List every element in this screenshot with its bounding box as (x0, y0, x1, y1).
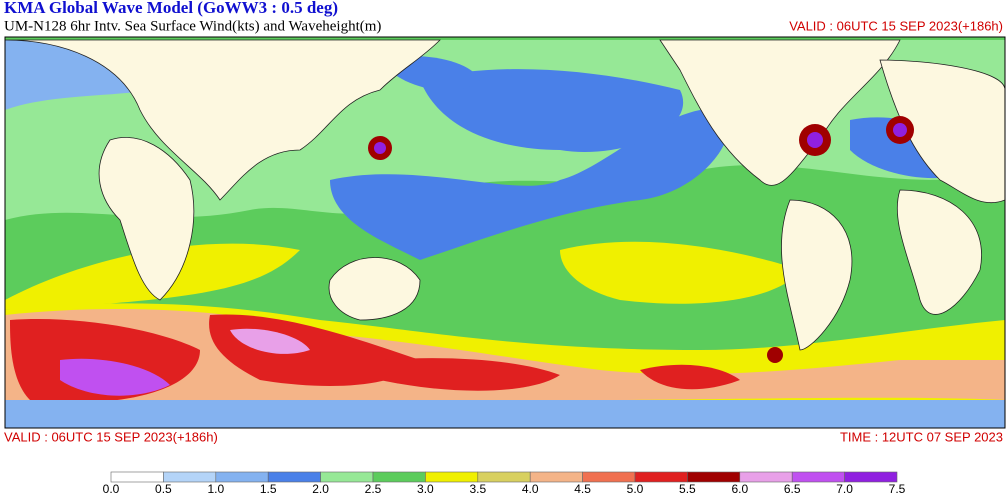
colorbar-box (844, 471, 898, 483)
colorbar: 0.0 0.5 1.0 1.5 2.0 2.5 3.0 3.5 4.0 4.5 5.0 5.5 6.0 6… (103, 471, 906, 496)
colorbar-box (477, 471, 531, 483)
colorbar-box (791, 471, 845, 483)
colorbar-label: 7.0 (836, 482, 853, 496)
colorbar-label: 0.5 (155, 482, 172, 496)
colorbar-box (634, 471, 688, 483)
colorbar-label: 1.0 (207, 482, 224, 496)
colorbar-label: 6.5 (784, 482, 801, 496)
valid-top: VALID : 06UTC 15 SEP 2023(+186h) (789, 18, 1003, 33)
colorbar-label: 5.5 (679, 482, 696, 496)
colorbar-box (320, 471, 374, 483)
colorbar-label: 1.5 (260, 482, 277, 496)
colorbar-box (267, 471, 321, 483)
colorbar-label: 6.0 (731, 482, 748, 496)
title: KMA Global Wave Model (GoWW3 : 0.5 deg) (4, 0, 338, 17)
colorbar-box (372, 471, 426, 483)
colorbar-label: 3.5 (469, 482, 486, 496)
map (4, 36, 1006, 429)
colorbar-box (163, 471, 217, 483)
footer-valid: VALID : 06UTC 15 SEP 2023(+186h) (4, 429, 218, 444)
colorbar-box (215, 471, 269, 483)
colorbar-label: 5.0 (627, 482, 644, 496)
subtitle: UM-N128 6hr Intv. Sea Surface Wind(kts) … (4, 18, 381, 34)
colorbar-label: 4.0 (522, 482, 539, 496)
colorbar-box (582, 471, 636, 483)
colorbar-label: 4.5 (574, 482, 591, 496)
colorbar-label: 3.0 (417, 482, 434, 496)
colorbar-box (739, 471, 793, 483)
colorbar-label: 2.0 (312, 482, 329, 496)
colorbar-label: 2.5 (365, 482, 382, 496)
footer-time: TIME : 12UTC 07 SEP 2023 (840, 429, 1003, 444)
colorbar-box (529, 471, 583, 483)
colorbar-label: 0.0 (103, 482, 120, 496)
colorbar-box (687, 471, 741, 483)
colorbar-label: 7.5 (889, 482, 906, 496)
colorbar-box (425, 471, 479, 483)
colorbar-box (110, 471, 164, 483)
